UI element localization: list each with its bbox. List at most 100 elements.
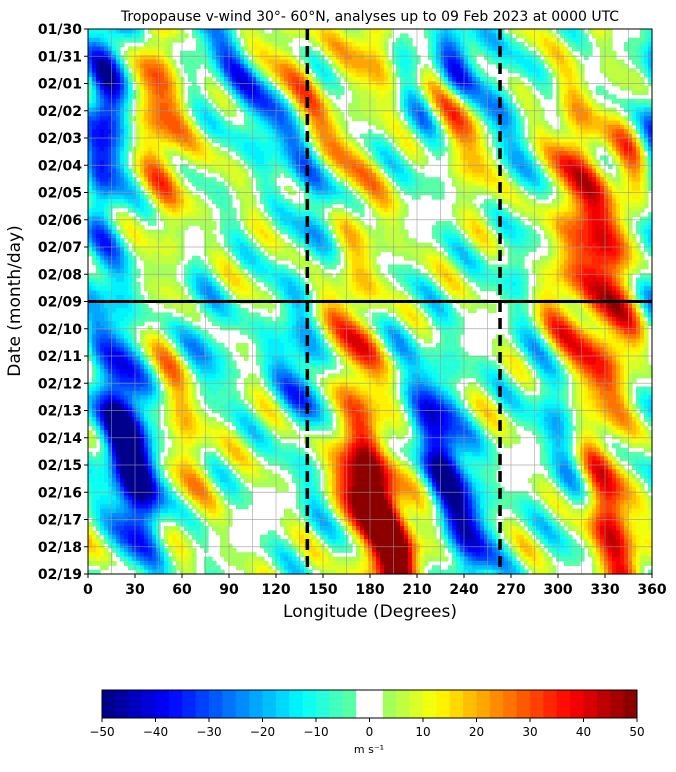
heatmap-cell bbox=[264, 68, 269, 74]
heatmap-cell bbox=[436, 111, 441, 117]
heatmap-cell bbox=[88, 59, 93, 65]
heatmap-cell bbox=[520, 199, 525, 204]
heatmap-cell bbox=[292, 120, 297, 126]
heatmap-cell bbox=[552, 129, 557, 135]
heatmap-cell bbox=[592, 164, 597, 170]
heatmap-cell bbox=[348, 63, 353, 69]
heatmap-cell bbox=[448, 46, 453, 52]
heatmap-cell bbox=[560, 138, 565, 143]
heatmap-cell bbox=[576, 146, 581, 152]
heatmap-cell bbox=[508, 68, 513, 74]
heatmap-cell bbox=[172, 124, 177, 130]
heatmap-cell bbox=[488, 46, 493, 52]
heatmap-cell bbox=[248, 199, 253, 204]
heatmap-cell bbox=[576, 94, 581, 100]
heatmap-cell bbox=[464, 111, 469, 117]
heatmap-cell bbox=[92, 33, 97, 39]
heatmap-cell bbox=[280, 129, 285, 135]
heatmap-cell bbox=[592, 142, 597, 148]
heatmap-cell bbox=[132, 203, 137, 209]
heatmap-cell bbox=[216, 42, 221, 48]
heatmap-cell bbox=[228, 63, 233, 69]
heatmap-cell bbox=[340, 116, 345, 122]
heatmap-cell bbox=[408, 155, 413, 161]
heatmap-cell bbox=[528, 63, 533, 69]
heatmap-cell bbox=[372, 203, 377, 209]
heatmap-cell bbox=[204, 85, 209, 91]
heatmap-cell bbox=[560, 194, 565, 200]
heatmap-cell bbox=[596, 29, 601, 34]
heatmap-cell bbox=[332, 124, 337, 130]
heatmap-cell bbox=[296, 203, 301, 209]
heatmap-cell bbox=[288, 111, 293, 117]
heatmap-cell bbox=[320, 103, 325, 109]
heatmap-cell bbox=[512, 85, 517, 91]
heatmap-cell bbox=[244, 72, 249, 78]
heatmap-cell bbox=[132, 33, 137, 39]
heatmap-cell bbox=[192, 50, 197, 56]
heatmap-cell bbox=[324, 172, 329, 178]
heatmap-cell bbox=[112, 50, 117, 56]
heatmap-cell bbox=[384, 107, 389, 113]
heatmap-cell bbox=[332, 90, 337, 95]
heatmap-cell bbox=[272, 33, 277, 39]
heatmap-cell bbox=[472, 98, 477, 104]
heatmap-cell bbox=[508, 185, 513, 191]
heatmap-cell bbox=[528, 90, 533, 95]
heatmap-cell bbox=[444, 55, 449, 61]
heatmap-cell bbox=[168, 72, 173, 78]
heatmap-cell bbox=[584, 129, 589, 135]
heatmap-cell bbox=[160, 63, 165, 69]
heatmap-cell bbox=[188, 98, 193, 104]
heatmap-cell bbox=[588, 172, 593, 178]
heatmap-cell bbox=[584, 185, 589, 191]
heatmap-cell bbox=[552, 172, 557, 178]
heatmap-cell bbox=[200, 103, 205, 109]
heatmap-cell bbox=[108, 129, 113, 135]
heatmap-cell bbox=[628, 124, 633, 130]
heatmap-cell bbox=[408, 103, 413, 109]
heatmap-cell bbox=[208, 107, 213, 113]
heatmap-cell bbox=[112, 203, 117, 209]
heatmap-cell bbox=[340, 181, 345, 187]
heatmap-cell bbox=[628, 98, 633, 104]
heatmap-cell bbox=[520, 177, 525, 183]
heatmap-cell bbox=[240, 129, 245, 135]
heatmap-cell bbox=[536, 85, 541, 91]
heatmap-cell bbox=[248, 116, 253, 122]
heatmap-cell bbox=[488, 168, 493, 174]
heatmap-cell bbox=[596, 103, 601, 109]
heatmap-cell bbox=[448, 37, 453, 43]
heatmap-cell bbox=[364, 85, 369, 91]
heatmap-cell bbox=[168, 63, 173, 69]
heatmap-cell bbox=[476, 72, 481, 78]
heatmap-cell bbox=[636, 90, 641, 95]
heatmap-cell bbox=[592, 29, 597, 34]
heatmap-cell bbox=[576, 63, 581, 69]
heatmap-cell bbox=[124, 85, 129, 91]
heatmap-cell bbox=[472, 72, 477, 78]
heatmap-cell bbox=[184, 124, 189, 130]
heatmap-cell bbox=[116, 103, 121, 109]
heatmap-cell bbox=[516, 177, 521, 183]
heatmap-cell bbox=[384, 155, 389, 161]
heatmap-cell bbox=[528, 185, 533, 191]
heatmap-cell bbox=[212, 98, 217, 104]
heatmap-cell bbox=[620, 185, 625, 191]
heatmap-cell bbox=[476, 98, 481, 104]
heatmap-cell bbox=[244, 129, 249, 135]
heatmap-cell bbox=[268, 155, 273, 161]
heatmap-cell bbox=[340, 68, 345, 74]
heatmap-cell bbox=[364, 164, 369, 170]
heatmap-cell bbox=[304, 59, 309, 65]
heatmap-cell bbox=[500, 63, 505, 69]
heatmap-cell bbox=[248, 37, 253, 43]
heatmap-cell bbox=[440, 107, 445, 113]
heatmap-cell bbox=[356, 37, 361, 43]
heatmap-cell bbox=[228, 155, 233, 161]
heatmap-cell bbox=[136, 159, 141, 165]
heatmap-cell bbox=[596, 124, 601, 130]
heatmap-cell bbox=[108, 90, 113, 95]
heatmap-cell bbox=[436, 46, 441, 52]
heatmap-cell bbox=[508, 111, 513, 117]
